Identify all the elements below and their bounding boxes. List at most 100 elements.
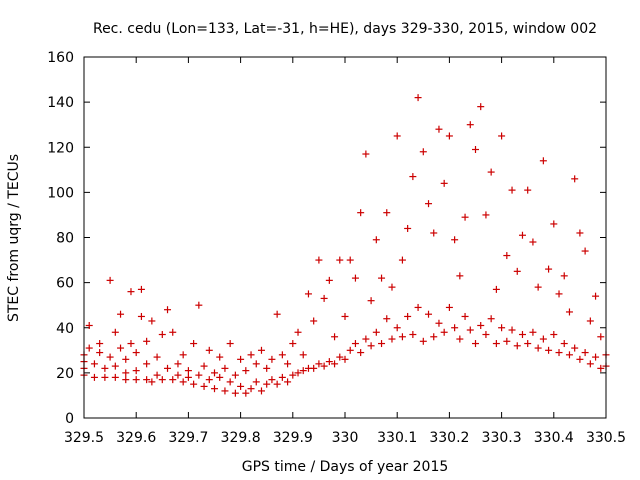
data-point	[351, 274, 359, 282]
data-point	[555, 349, 563, 357]
plot-frame	[83, 56, 607, 419]
data-point	[529, 328, 537, 336]
data-point	[310, 317, 318, 325]
data-point	[477, 321, 485, 329]
data-point	[153, 371, 161, 379]
data-point	[127, 288, 135, 296]
data-point	[508, 186, 516, 194]
y-tick-label: 100	[47, 185, 74, 201]
data-point	[372, 328, 380, 336]
data-point	[122, 355, 130, 363]
data-point	[320, 294, 328, 302]
data-point	[310, 364, 318, 372]
data-point	[545, 346, 553, 354]
data-point	[545, 265, 553, 273]
data-point	[299, 351, 307, 359]
data-point	[137, 312, 145, 320]
data-point	[195, 301, 203, 309]
data-points	[80, 94, 610, 397]
data-point	[289, 340, 297, 348]
data-point	[414, 94, 422, 102]
data-point	[148, 378, 156, 386]
data-point	[393, 324, 401, 332]
data-point	[466, 121, 474, 129]
data-point	[477, 103, 485, 111]
data-point	[195, 371, 203, 379]
data-point	[268, 355, 276, 363]
data-point	[221, 387, 229, 395]
data-point	[565, 308, 573, 316]
data-point	[456, 335, 464, 343]
data-point	[341, 355, 349, 363]
data-point	[294, 369, 302, 377]
data-point	[143, 376, 151, 384]
data-point	[237, 382, 245, 390]
data-point	[278, 351, 286, 359]
data-point	[576, 355, 584, 363]
data-point	[85, 344, 93, 352]
data-point	[158, 331, 166, 339]
data-point	[409, 173, 417, 181]
data-point	[393, 132, 401, 140]
data-point	[190, 340, 198, 348]
data-point	[200, 362, 208, 370]
data-point	[524, 340, 532, 348]
data-point	[257, 387, 265, 395]
y-axis-label: STEC from uqrg / TECUs	[6, 154, 22, 322]
data-point	[534, 283, 542, 291]
data-point	[278, 373, 286, 381]
data-point	[367, 297, 375, 305]
data-point	[383, 315, 391, 323]
data-point	[451, 324, 459, 332]
data-point	[132, 367, 140, 375]
data-point	[581, 247, 589, 255]
data-point	[362, 335, 370, 343]
data-point	[247, 385, 255, 393]
data-point	[284, 360, 292, 368]
data-point	[398, 256, 406, 264]
data-point	[419, 148, 427, 156]
data-point	[357, 349, 365, 357]
data-point	[529, 238, 537, 246]
data-point	[503, 252, 511, 260]
chart-title: Rec. cedu (Lon=133, Lat=-31, h=HE), days…	[93, 21, 597, 37]
data-point	[498, 324, 506, 332]
x-tick-label: 329.9	[273, 430, 313, 446]
data-point	[122, 376, 130, 384]
data-point	[289, 371, 297, 379]
data-point	[560, 340, 568, 348]
data-point	[581, 349, 589, 357]
data-point	[503, 337, 511, 345]
data-point	[440, 179, 448, 187]
data-point	[174, 371, 182, 379]
data-point	[539, 335, 547, 343]
data-point	[205, 376, 213, 384]
data-point	[404, 224, 412, 232]
data-point	[331, 333, 339, 341]
data-point	[404, 312, 412, 320]
data-point	[461, 213, 469, 221]
data-point	[299, 367, 307, 375]
data-point	[273, 310, 281, 318]
y-tick-label: 140	[47, 95, 74, 111]
data-point	[472, 340, 479, 348]
data-point	[597, 333, 605, 341]
data-point	[378, 340, 386, 348]
data-point	[200, 382, 208, 390]
data-point	[357, 209, 365, 217]
data-point	[90, 373, 98, 381]
data-point	[169, 328, 177, 336]
y-tick-label: 160	[47, 50, 74, 66]
data-point	[143, 360, 151, 368]
x-tick-label: 330.2	[429, 430, 469, 446]
data-point	[482, 331, 490, 339]
data-point	[137, 285, 145, 293]
data-point	[367, 342, 375, 350]
data-point	[487, 168, 495, 176]
data-point	[472, 146, 479, 154]
data-point	[430, 229, 438, 237]
data-point	[524, 186, 532, 194]
data-point	[435, 125, 443, 133]
data-point	[122, 369, 130, 377]
data-point	[127, 340, 135, 348]
